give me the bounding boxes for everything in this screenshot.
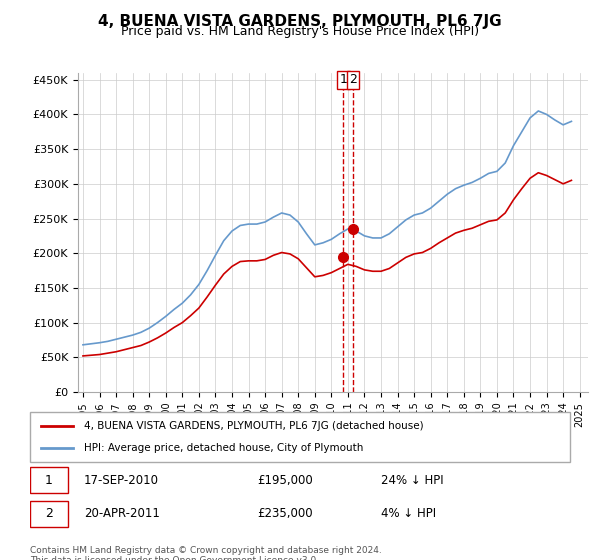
FancyBboxPatch shape [30, 468, 68, 493]
Text: £235,000: £235,000 [257, 507, 313, 520]
Text: 2: 2 [45, 507, 53, 520]
Text: 1: 1 [45, 474, 53, 487]
Text: £195,000: £195,000 [257, 474, 313, 487]
Text: 20-APR-2011: 20-APR-2011 [84, 507, 160, 520]
Text: 24% ↓ HPI: 24% ↓ HPI [381, 474, 443, 487]
Text: Contains HM Land Registry data © Crown copyright and database right 2024.
This d: Contains HM Land Registry data © Crown c… [30, 546, 382, 560]
Text: 4, BUENA VISTA GARDENS, PLYMOUTH, PL6 7JG (detached house): 4, BUENA VISTA GARDENS, PLYMOUTH, PL6 7J… [84, 421, 424, 431]
Text: 4, BUENA VISTA GARDENS, PLYMOUTH, PL6 7JG: 4, BUENA VISTA GARDENS, PLYMOUTH, PL6 7J… [98, 14, 502, 29]
Text: 1: 1 [340, 73, 347, 86]
FancyBboxPatch shape [30, 412, 570, 462]
Text: 4% ↓ HPI: 4% ↓ HPI [381, 507, 436, 520]
FancyBboxPatch shape [30, 501, 68, 526]
Text: 17-SEP-2010: 17-SEP-2010 [84, 474, 159, 487]
Text: 2: 2 [349, 73, 357, 86]
Text: Price paid vs. HM Land Registry's House Price Index (HPI): Price paid vs. HM Land Registry's House … [121, 25, 479, 38]
Text: HPI: Average price, detached house, City of Plymouth: HPI: Average price, detached house, City… [84, 443, 364, 453]
